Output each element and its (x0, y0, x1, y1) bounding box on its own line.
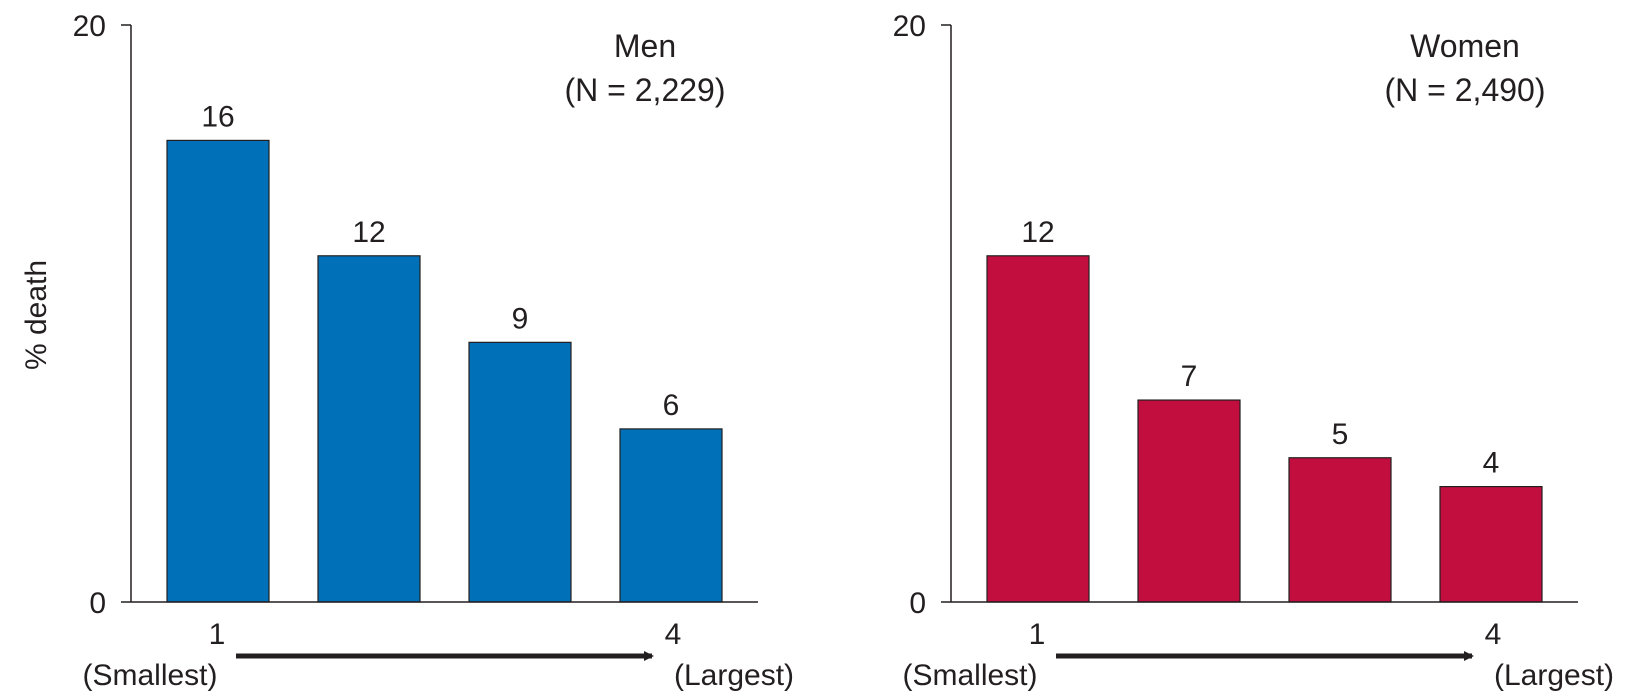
y-axis-label: % death (20, 260, 53, 370)
x-end-label: 4 (665, 618, 682, 651)
x-end-sublabel: (Largest) (674, 659, 794, 692)
chart-subtitle: (N = 2,490) (1385, 72, 1546, 108)
y-tick-label-max: 20 (893, 10, 926, 43)
data-labels: 16 12 9 6 (201, 100, 680, 422)
bar-4 (1439, 486, 1543, 603)
data-label-4: 4 (1483, 447, 1500, 480)
bars (986, 255, 1543, 603)
bar-1 (166, 139, 270, 603)
chart-panel-women: 12 7 5 4 20 0 Women (N = 2,490) 1 (Smallest… (893, 10, 1614, 692)
bar-2 (1137, 399, 1241, 603)
y-tick-label-min: 0 (89, 587, 106, 620)
x-start-sublabel: (Smallest) (902, 659, 1037, 692)
bar-4 (619, 428, 723, 603)
data-labels: 12 7 5 4 (1021, 216, 1499, 480)
chart-panel-men: 16 12 9 6 20 0 Men (N = 2,229) 1 (Smallest)… (73, 10, 794, 692)
x-end-label: 4 (1485, 618, 1502, 651)
bar-1 (986, 255, 1090, 603)
bar-3 (468, 341, 572, 603)
x-end-sublabel: (Largest) (1494, 659, 1614, 692)
data-label-2: 7 (1181, 360, 1198, 393)
data-label-2: 12 (352, 216, 385, 249)
y-tick-label-max: 20 (73, 10, 106, 43)
bar-3 (1288, 457, 1392, 603)
x-start-sublabel: (Smallest) (82, 659, 217, 692)
data-label-3: 9 (512, 302, 529, 335)
x-start-label: 1 (209, 618, 226, 651)
y-tick-label-min: 0 (909, 587, 926, 620)
data-label-4: 6 (663, 389, 680, 422)
data-label-3: 5 (1332, 418, 1349, 451)
bar-2 (317, 255, 421, 603)
bars (166, 139, 723, 603)
x-start-label: 1 (1029, 618, 1046, 651)
data-label-1: 16 (201, 100, 234, 133)
chart-subtitle: (N = 2,229) (565, 72, 726, 108)
chart-title: Men (614, 28, 676, 64)
chart-title: Women (1410, 28, 1520, 64)
data-label-1: 12 (1021, 216, 1054, 249)
